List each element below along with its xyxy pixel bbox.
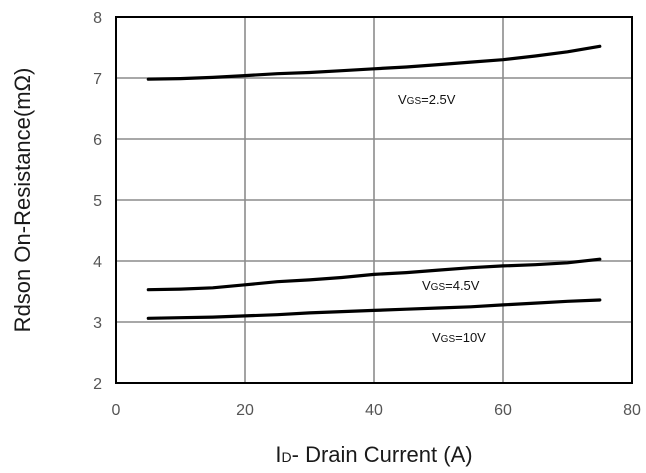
y-tick-label: 4 (93, 254, 102, 271)
y-tick-label: 5 (93, 193, 102, 210)
series-line-2 (146, 257, 602, 292)
y-tick-labels: 2 3 4 5 6 7 8 (93, 10, 102, 393)
series-label-2: VGS=4.5V (422, 278, 480, 293)
y-axis-title: Rdson On-Resistance(mΩ) (10, 68, 35, 333)
x-tick-label: 40 (365, 402, 383, 419)
series-label-1: VGS=2.5V (398, 92, 456, 107)
y-tick-label: 6 (93, 132, 102, 149)
y-tick-label: 7 (93, 71, 102, 88)
x-axis-title-sub: D (282, 449, 292, 465)
series-line-1 (146, 44, 602, 81)
x-tick-label: 20 (236, 402, 254, 419)
gridlines (116, 17, 632, 383)
x-axis-title: ID- Drain Current (A) (275, 442, 472, 467)
series-labels: VGS=2.5V VGS=4.5V VGS=10V (398, 92, 486, 345)
y-tick-label: 2 (93, 376, 102, 393)
plot-frame (115, 16, 633, 384)
x-tick-labels: 0 20 40 60 80 (112, 402, 641, 419)
y-tick-label: 8 (93, 10, 102, 27)
x-tick-label: 80 (623, 402, 641, 419)
series-line-3 (146, 298, 602, 320)
y-tick-label: 3 (93, 315, 102, 332)
x-axis-title-main: I (275, 442, 281, 467)
x-tick-label: 60 (494, 402, 512, 419)
series-lines (146, 44, 602, 320)
x-axis-title-rest: - Drain Current (A) (292, 442, 473, 467)
series-label-3: VGS=10V (432, 330, 486, 345)
x-tick-label: 0 (112, 402, 121, 419)
